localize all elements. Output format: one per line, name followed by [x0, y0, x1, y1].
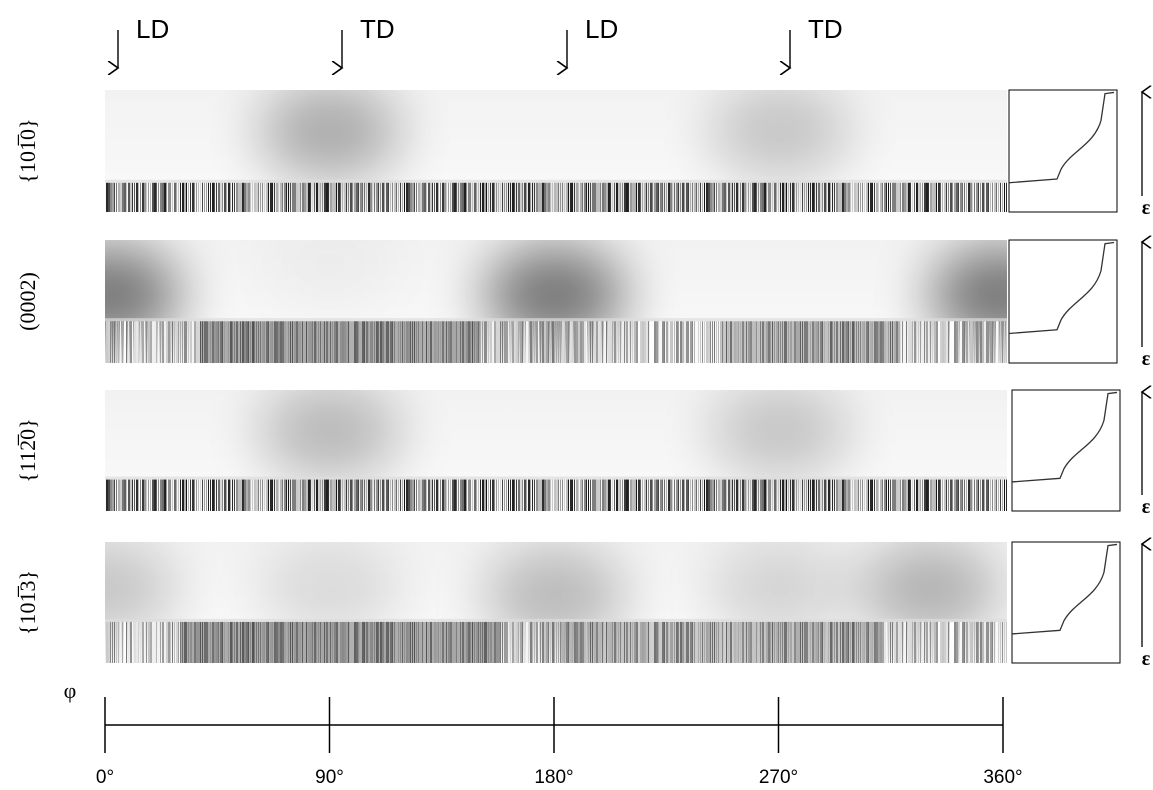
heatmap-blob	[260, 390, 400, 481]
direction-label: LD	[136, 14, 169, 44]
strain-label: ε	[1142, 648, 1151, 670]
heatmap-band	[105, 182, 1007, 212]
tick-label: 90°	[315, 767, 344, 788]
strain-curve	[1011, 543, 1118, 635]
row-label: {101̅0}	[15, 118, 40, 183]
heatmap-blob	[860, 542, 1000, 639]
heatmap-blob	[260, 215, 400, 313]
band-shade	[560, 621, 880, 663]
heatmap	[105, 390, 1007, 511]
band-edge	[105, 179, 1007, 183]
heatmap-blob	[260, 542, 400, 639]
axis-label: φ	[64, 678, 77, 703]
strain-curve	[1008, 241, 1115, 335]
heatmap-blob	[105, 542, 175, 639]
band-shade	[450, 182, 700, 212]
row-label: {101̅3}	[15, 570, 40, 635]
tick-label: 0°	[96, 767, 114, 788]
heatmap	[105, 542, 1007, 663]
direction-label: LD	[585, 14, 618, 44]
heatmap	[105, 215, 1007, 363]
heatmap-band	[105, 321, 1007, 363]
direction-label: TD	[808, 14, 843, 44]
tick-label: 360°	[983, 767, 1022, 788]
band-shade	[180, 621, 500, 663]
strain-label: ε	[1142, 197, 1151, 219]
inset-box	[1008, 89, 1118, 213]
band-shade	[200, 321, 480, 363]
tick-label: 270°	[759, 767, 798, 788]
heatmap-blob	[710, 90, 850, 182]
band-edge	[105, 618, 1007, 622]
band-shade	[720, 321, 900, 363]
band-edge	[105, 476, 1007, 480]
row-label: {112̅0}	[15, 418, 40, 482]
heatmap	[105, 90, 1007, 212]
heatmap-band	[105, 621, 1007, 663]
inset-box	[1011, 541, 1121, 664]
inset-box	[1008, 239, 1118, 364]
band-edge	[105, 318, 1007, 322]
strain-curve	[1008, 91, 1115, 184]
strain-curve	[1011, 391, 1118, 483]
heatmap-blob	[260, 90, 400, 182]
strain-label: ε	[1142, 348, 1151, 370]
heatmap-blob	[710, 542, 850, 639]
inset-box	[1011, 389, 1121, 512]
strain-label: ε	[1142, 496, 1151, 518]
direction-label: TD	[360, 14, 395, 44]
row-label: (0002)	[15, 272, 40, 331]
tick-label: 180°	[534, 767, 573, 788]
heatmap-band	[105, 479, 1007, 511]
heatmap-blob	[710, 390, 850, 481]
